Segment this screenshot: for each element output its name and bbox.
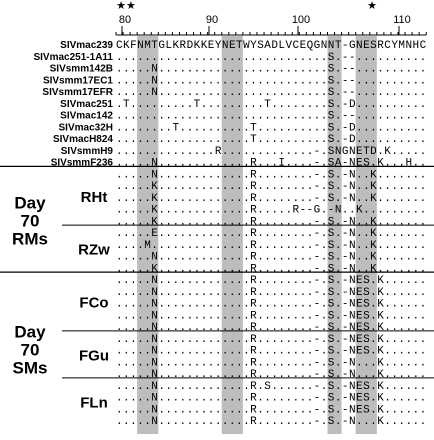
sequence: .....N.............R........-.S.-NES.K..…	[116, 287, 426, 299]
sequence: .....N.............R........-.S.-N...K..…	[116, 369, 426, 381]
sequence: .....N.............R........-.S.-NES.K..…	[116, 299, 426, 311]
subgroup-label: FGu	[79, 347, 109, 364]
sequence: CKFNMTGLKRDKKEYNETWYSADLVCEQGNNT-GNESRCY…	[116, 40, 427, 52]
sequence: .....N.............R........-.S.-NES.K..…	[116, 334, 426, 346]
shaded-column	[327, 36, 342, 434]
shaded-column	[355, 36, 377, 434]
sequence: ....M..............R........-.S.-N..K...…	[116, 240, 426, 252]
group-label: Day	[14, 323, 46, 342]
star: ★★	[116, 0, 136, 12]
sequence: .....N.............R........-.S.-NES.K..…	[116, 346, 426, 358]
sequence: .T.........T.........T........S.-D......…	[116, 99, 426, 111]
star: ★	[367, 0, 377, 12]
ruler-number: 90	[206, 14, 218, 26]
sequence: .....N.............R.S......-.S.-NES.K..…	[116, 381, 426, 393]
sequence: .....N.............R........-.S.-N...K..…	[116, 416, 426, 428]
ruler-number: 110	[393, 14, 411, 26]
sequence: .....K.............R........-.S.-N..K...…	[116, 193, 426, 205]
sequence: .....K.............R........-.S.-N..K...…	[116, 263, 426, 275]
sequence: ..............R.............-.SNGNETD.K.…	[116, 146, 426, 158]
sequence: .....N.............R........-.S.-N..K...…	[116, 169, 426, 181]
sequence: ..............................S.--......…	[116, 52, 426, 64]
shaded-column	[137, 36, 159, 434]
sequence-label: SIVmacH824	[53, 134, 113, 145]
sequence-label: SIVsmm17EFR	[42, 87, 113, 98]
sequence-label: SIVsmmH9	[61, 146, 114, 157]
sequence: .....N........................S.--......…	[116, 64, 426, 76]
group-label: 70	[21, 341, 40, 360]
sequence: .....N.............R........-.S.-NES.K..…	[116, 404, 426, 416]
sequence: .....N........................S.--......…	[116, 87, 426, 99]
sequence: .....N.............R........-.S.-N...K..…	[116, 357, 426, 369]
sequence-label: SIVmac251-1A11	[33, 52, 113, 63]
sequence: ..............................S.--......…	[116, 111, 426, 123]
shaded-column	[221, 36, 243, 434]
sequence: ...................T..........S.-D......…	[116, 134, 426, 146]
sequence: .....E.............R........-.S.-N..K...…	[116, 228, 426, 240]
sequence-label: SIVmac32H	[59, 122, 113, 133]
sequence-label: SIVsmm17EC1	[43, 75, 113, 86]
subgroup-label: RHt	[81, 189, 108, 206]
group-label: RMs	[12, 229, 48, 248]
subgroup-label: FLn	[80, 394, 108, 411]
group-label: SMs	[13, 359, 48, 378]
sequence: .....K.............R.....R--G.-N..K.....…	[116, 205, 426, 217]
sequence-label: SIVsmm142B	[50, 64, 113, 75]
sequence: .....N.............R........-.S.-NES.K..…	[116, 310, 426, 322]
sequence: .....N.............R...I....-.SA-NES.K..…	[116, 158, 426, 170]
sequence-label: SIVsmmF236	[51, 158, 114, 169]
sequence: .....N.............R........-.S.-N..K...…	[116, 252, 426, 264]
sequence: .....K.............R........-.S.-N..K...…	[116, 181, 426, 193]
sequence: .....N.............R........-.S.-NES.K..…	[116, 393, 426, 405]
sequence: .....N.............R........-.S.-NES.K..…	[116, 322, 426, 334]
group-label: Day	[14, 193, 46, 212]
sequence: .....N.............R........-.S.-NES.K..…	[116, 275, 426, 287]
ruler-number: 100	[292, 14, 310, 26]
sequence-label: SIVmac251	[60, 99, 113, 110]
group-label: 70	[21, 211, 40, 230]
shading	[137, 36, 377, 434]
ruler-number: 80	[119, 14, 131, 26]
sequence: ........T..........T..........S.-D......…	[116, 122, 426, 134]
subgroup-label: FCo	[79, 295, 108, 312]
sequence-label: SIVmac142	[60, 111, 113, 122]
sequence: .....N........................S.--......…	[116, 75, 426, 87]
sequence: .....K.............R........-.S.-N..K...…	[116, 216, 426, 228]
sequence-label: SIVmac239	[60, 40, 113, 51]
subgroup-label: RZw	[78, 242, 110, 259]
